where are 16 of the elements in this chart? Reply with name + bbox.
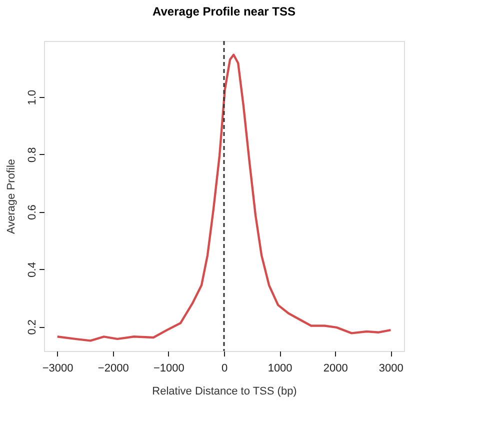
y-tick-label: 0.8 — [26, 147, 38, 163]
x-tick-label: −3000 — [42, 362, 74, 374]
y-tick-label: 0.6 — [26, 204, 38, 220]
x-axis-title: Relative Distance to TSS (bp) — [152, 386, 297, 398]
y-axis-title: Average Profile — [6, 158, 18, 234]
x-tick-label: −2000 — [98, 362, 129, 374]
x-tick-label: 2000 — [323, 362, 348, 374]
x-tick-label: 0 — [221, 362, 228, 374]
x-tick-label: −1000 — [153, 362, 184, 374]
y-tick-label: 0.2 — [26, 319, 38, 335]
x-tick-label: 3000 — [378, 362, 404, 374]
y-tick-label: 1.0 — [26, 90, 38, 106]
x-tick-label: 1000 — [268, 362, 292, 374]
line-series — [56, 54, 392, 342]
chart-title: Average Profile near TSS — [152, 4, 296, 18]
y-tick-label: 0.4 — [26, 262, 38, 278]
